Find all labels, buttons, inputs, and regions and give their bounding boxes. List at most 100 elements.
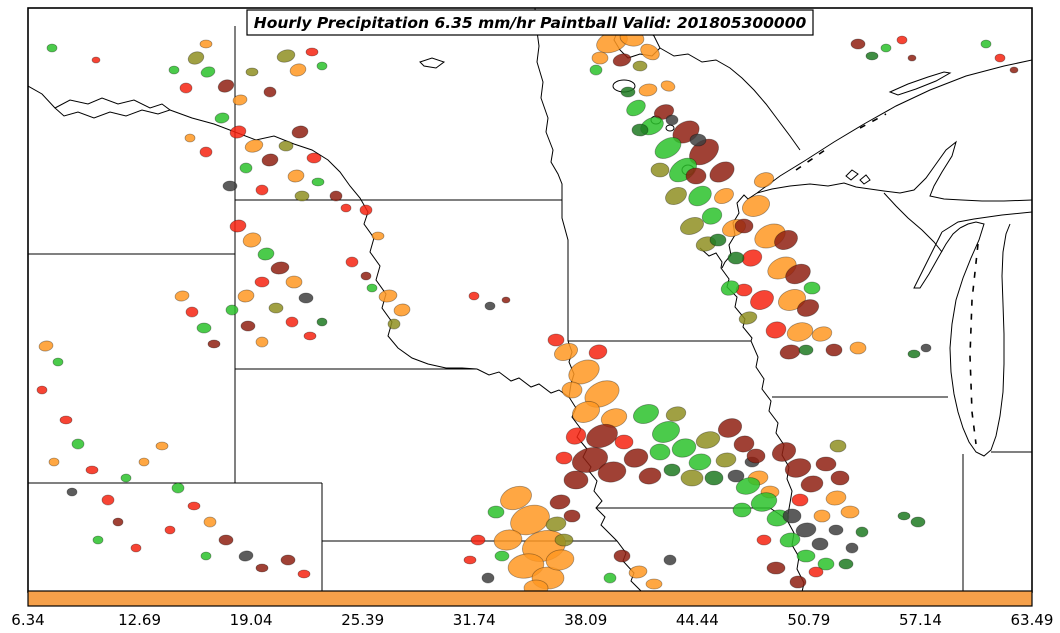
precip-blob-red [130, 543, 142, 553]
precip-blob-dark-red [586, 423, 618, 449]
green-bay [913, 227, 961, 289]
precip-blob-green [311, 177, 325, 187]
precip-blob-dark-red [597, 461, 627, 483]
up-south-shore [941, 211, 1032, 233]
precip-blob-green [171, 482, 185, 494]
precip-blob-dark-gray [484, 301, 496, 311]
precip-blob-olive [387, 318, 401, 330]
border-mn-west [534, 8, 569, 341]
precip-blob-dark-green [727, 251, 745, 265]
precip-blob-red [199, 146, 213, 158]
precip-blob-red [547, 333, 565, 347]
precip-blob-green [196, 322, 212, 334]
precip-blob-red [896, 35, 908, 45]
precip-blob-orange [138, 457, 150, 467]
missouri-river-mt [28, 85, 56, 109]
colorbar-tick-label: 19.04 [230, 611, 273, 629]
precip-blob-orange [393, 303, 411, 317]
precip-blob-dark-green [631, 123, 649, 137]
precip-blob-red [614, 434, 634, 450]
precip-blob-dark-green [663, 463, 681, 477]
colorbar [27, 590, 1033, 607]
title-box: Hourly Precipitation 6.35 mm/hr Paintbal… [246, 9, 814, 36]
precip-blob-dark-green [704, 470, 724, 486]
precip-blob-red [359, 204, 373, 216]
precip-blob-dark-red [563, 470, 589, 490]
precip-blob-dark-red [796, 299, 820, 317]
colorbar-tick-label: 57.14 [899, 611, 942, 629]
precip-blob-orange [289, 63, 307, 77]
precip-blob-green [120, 473, 132, 483]
precip-blob-olive [276, 49, 296, 63]
precip-blob-red [229, 125, 247, 139]
precip-blob-green [980, 39, 992, 49]
precip-blob-dark-red [785, 263, 811, 285]
precip-blob-dark-red [261, 153, 279, 167]
precip-blob-dark-red [613, 549, 631, 563]
precip-blob-dark-gray [795, 522, 817, 538]
precip-blob-olive [554, 533, 574, 547]
colorbar-tick-label: 38.09 [564, 611, 607, 629]
precip-blob-dark-gray [298, 292, 314, 304]
precip-blob-dark-red [218, 534, 234, 546]
precip-blob-olive [268, 302, 284, 314]
precip-blob-orange [510, 504, 550, 536]
precip-blob-dark-red [240, 320, 256, 332]
precip-blob-dark-gray [481, 572, 495, 584]
precip-blob-olive [679, 217, 705, 235]
precip-blob-orange [493, 529, 523, 551]
colorbar-tick-label: 50.79 [787, 611, 830, 629]
precip-blob-green [366, 283, 378, 293]
precip-blob-green [735, 477, 761, 495]
isle-royale [888, 71, 952, 96]
precip-blob-dark-gray [920, 343, 932, 353]
colorbar-tick-labels: 6.34 12.69 19.04 25.39 31.74 38.09 44.44 50.79 5… [11, 611, 1053, 629]
precip-blob-dark-red [360, 271, 372, 281]
precip-blob-red [765, 321, 787, 339]
colorbar-tick-label: 31.74 [453, 611, 496, 629]
precip-blob-orange [638, 83, 658, 97]
precip-blob-orange [285, 275, 303, 289]
precip-blob-dark-red [549, 494, 571, 510]
precip-blob-dark-red [800, 475, 824, 493]
precip-blob-dark-red [270, 261, 290, 275]
precip-blob-dark-red [830, 470, 850, 486]
precip-blob-orange [199, 39, 213, 49]
precip-blob-orange [155, 441, 169, 451]
precip-blob-dark-red [717, 418, 743, 438]
lake-superior-north-shore [756, 59, 1032, 194]
precip-blob-red [741, 249, 763, 267]
title-box-rect [246, 9, 814, 36]
precip-blob-green [316, 61, 328, 71]
lake-superior-south-shore [756, 140, 1032, 202]
lake-michigan-shore [949, 221, 1011, 457]
precip-blob-red [285, 316, 299, 328]
precip-blob-olive [665, 406, 687, 422]
precip-blob-orange [237, 289, 255, 303]
precip-blob-olive [187, 51, 205, 65]
precip-blob-red [297, 569, 311, 579]
precip-blob-dark-green [620, 86, 636, 98]
precip-blob-dark-gray [66, 487, 78, 497]
precip-blob-red [791, 493, 809, 507]
precip-blob-green [652, 421, 680, 443]
precip-blob-orange [184, 133, 196, 143]
precip-blob-dark-gray [689, 133, 707, 147]
precip-blob-dark-red [571, 447, 609, 473]
precip-blob-green [200, 551, 212, 561]
precip-blob-dark-red [1009, 66, 1019, 74]
precip-blob-red [254, 276, 270, 288]
precip-blob-red [303, 331, 317, 341]
precip-blob-dark-green [897, 511, 911, 521]
precip-blob-dark-gray [727, 469, 745, 483]
precip-blob-orange [825, 490, 847, 506]
precip-blob-dark-green [865, 51, 879, 61]
precip-blob-dark-green [838, 558, 854, 570]
precip-blob-dark-gray [828, 524, 844, 536]
precip-blob-orange [813, 509, 831, 523]
precip-blob-green [817, 557, 835, 571]
precip-blob-red [750, 289, 774, 311]
precip-blob-dark-red [280, 554, 296, 566]
precip-blob-dark-red [771, 442, 797, 462]
border-wi-mi [883, 192, 943, 253]
